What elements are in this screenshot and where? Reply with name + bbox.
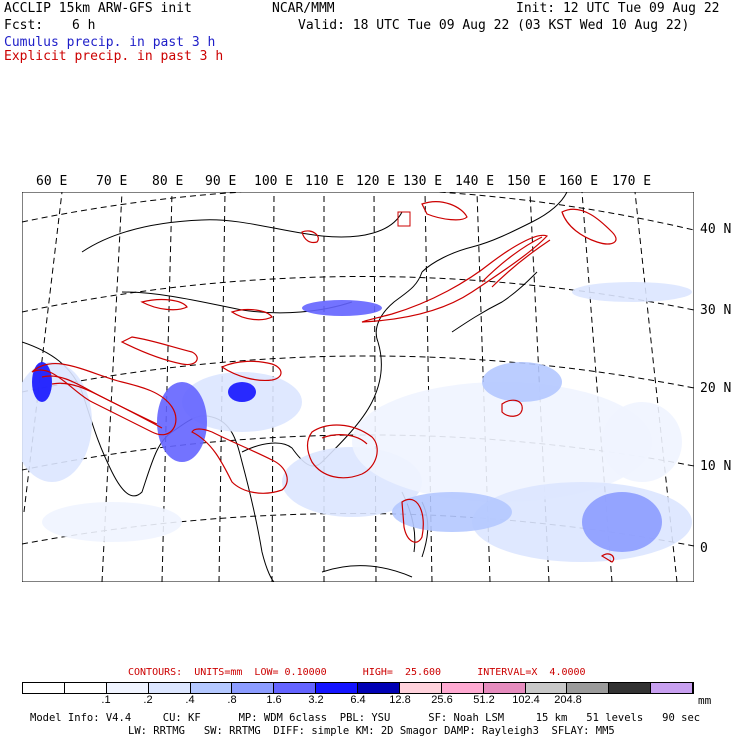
colorbar-segment: [274, 683, 317, 693]
lon-label: 130 E: [403, 174, 443, 189]
init-time: Init: 12 UTC Tue 09 Aug 22: [516, 1, 720, 16]
colorbar-segment: [64, 683, 107, 693]
lon-label: 100 E: [254, 174, 294, 189]
colorbar-tick-label: 25.6: [431, 694, 453, 706]
lat-label: 20 N: [700, 381, 732, 396]
colorbar-units: mm: [698, 694, 712, 707]
colorbar-segment: [483, 683, 526, 693]
lon-label: 70 E: [96, 174, 128, 189]
legend-explicit: Explicit precip. in past 3 h: [4, 49, 224, 64]
colorbar-tick-label: 51.2: [473, 694, 495, 706]
colorbar-tick-label: 204.8: [554, 694, 582, 706]
lat-label: 40 N: [700, 222, 732, 237]
lon-label: 80 E: [152, 174, 184, 189]
colorbar-segment: [23, 683, 65, 693]
colorbar-tick-label: 6.4: [350, 694, 366, 706]
colorbar-ticks: .1 .2 .4 .8 1.6 3.2 6.4 12.8 25.6 51.2 102.4 204.8: [22, 694, 694, 708]
colorbar: [22, 682, 694, 694]
colorbar-segment: [148, 683, 191, 693]
lon-label: 170 E: [612, 174, 652, 189]
lon-label: 140 E: [455, 174, 495, 189]
lat-label: 10 N: [700, 459, 732, 474]
colorbar-tick-label: .4: [185, 694, 195, 706]
colorbar-tick-label: 12.8: [389, 694, 411, 706]
lon-label: 110 E: [305, 174, 345, 189]
colorbar-tick-label: 3.2: [308, 694, 324, 706]
parallels: [22, 192, 694, 547]
fcst-value: 6 h: [72, 18, 96, 33]
colorbar-tick-label: .2: [143, 694, 153, 706]
colorbar-segment: [358, 683, 400, 693]
model-info-line1: Model Info: V4.4 CU: KF MP: WDM 6class P…: [30, 712, 701, 724]
colorbar-tick-label: .1: [101, 694, 111, 706]
colorbar-tick-label: .8: [227, 694, 237, 706]
legend-cumulus: Cumulus precip. in past 3 h: [4, 35, 216, 50]
contours-info: CONTOURS: UNITS=mm LOW= 0.10000 HIGH= 25…: [128, 667, 586, 678]
colorbar-segment: [441, 683, 484, 693]
model-title: ACCLIP 15km ARW-GFS init: [4, 1, 192, 16]
colorbar-segment: [190, 683, 233, 693]
colorbar-segment: [525, 683, 568, 693]
colorbar-segment: [232, 683, 275, 693]
explicit-precip: [31, 201, 617, 563]
colorbar-segment: [567, 683, 610, 693]
fcst-label: Fcst:: [4, 18, 44, 33]
precip-map: [22, 192, 694, 582]
colorbar-segment: [106, 683, 149, 693]
model-info-line2: LW: RRTMG SW: RRTMG DIFF: simple KM: 2D …: [128, 725, 615, 737]
colorbar-tick-label: 102.4: [512, 694, 540, 706]
colorbar-segment: [399, 683, 442, 693]
lon-label: 120 E: [356, 174, 396, 189]
lat-label: 0: [700, 541, 708, 556]
lon-label: 60 E: [36, 174, 68, 189]
colorbar-segment: [609, 683, 652, 693]
center-name: NCAR/MMM: [272, 1, 335, 16]
colorbar-tick-label: 1.6: [266, 694, 282, 706]
red-box-marker: [397, 211, 411, 227]
lon-label: 150 E: [507, 174, 547, 189]
lon-label: 160 E: [559, 174, 599, 189]
colorbar-segment: [651, 683, 693, 693]
lon-label: 90 E: [205, 174, 237, 189]
valid-time: Valid: 18 UTC Tue 09 Aug 22 (03 KST Wed …: [298, 18, 690, 33]
cumulus-precip: [22, 282, 692, 562]
colorbar-segment: [316, 683, 358, 693]
lat-label: 30 N: [700, 303, 732, 318]
